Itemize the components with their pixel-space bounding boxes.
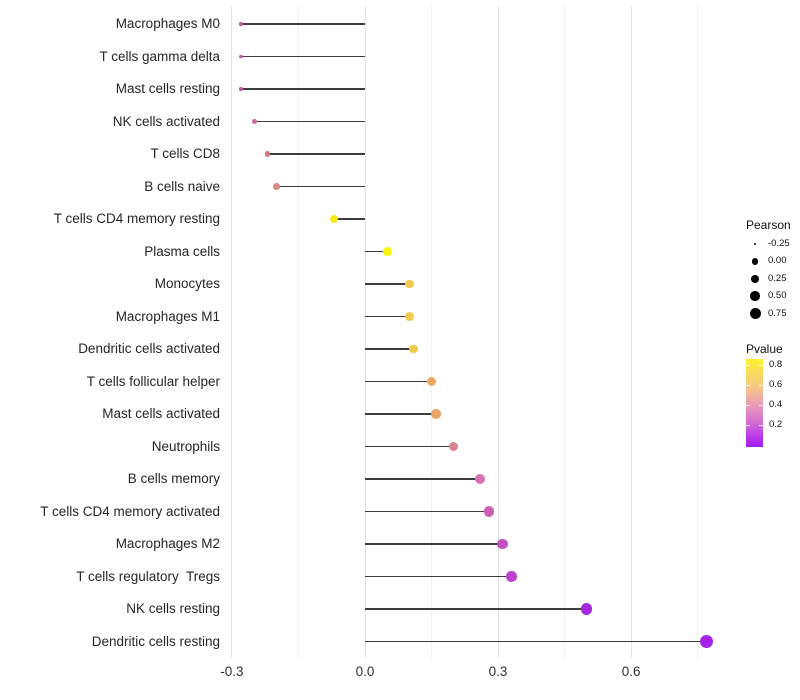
colorbar-tick bbox=[759, 405, 763, 406]
size-legend-dot bbox=[749, 308, 761, 320]
lollipop-stem bbox=[365, 640, 707, 643]
major-gridline bbox=[364, 6, 366, 658]
colorbar-tick-label: 0.2 bbox=[769, 419, 783, 430]
lollipop-stem bbox=[267, 153, 365, 155]
lollipop-stem bbox=[365, 510, 490, 513]
colorbar-tick-label: 0.6 bbox=[769, 379, 783, 390]
size-legend-label: 0.50 bbox=[768, 290, 787, 302]
y-axis-label: Dendritic cells resting bbox=[91, 633, 220, 649]
lollipop-stem bbox=[365, 478, 481, 480]
minor-gridline bbox=[297, 6, 299, 658]
lollipop-dot bbox=[475, 474, 486, 484]
lollipop-dot bbox=[431, 409, 441, 419]
y-axis-label: NK cells resting bbox=[126, 601, 220, 616]
lollipop-stem bbox=[365, 380, 432, 383]
major-gridline bbox=[497, 6, 499, 658]
lollipop-dot bbox=[273, 183, 280, 190]
lollipop-dot bbox=[239, 87, 243, 91]
lollipop-dot bbox=[409, 344, 419, 354]
size-legend-dot bbox=[750, 291, 760, 301]
lollipop-dot bbox=[448, 441, 459, 452]
lollipop-stem bbox=[254, 120, 365, 123]
x-tick-label: 0.0 bbox=[355, 664, 375, 679]
color-legend-title: Pvalue bbox=[746, 342, 783, 356]
pvalue-colorbar bbox=[746, 359, 763, 447]
lollipop-dot bbox=[506, 571, 517, 582]
major-gridline bbox=[630, 6, 632, 658]
colorbar-tick bbox=[746, 365, 750, 366]
lollipop-stem bbox=[276, 185, 365, 188]
minor-gridline bbox=[431, 6, 433, 658]
major-gridline bbox=[231, 6, 233, 658]
colorbar-tick-label: 0.8 bbox=[769, 359, 783, 370]
y-axis-label: Plasma cells bbox=[144, 243, 220, 259]
minor-gridline bbox=[697, 6, 699, 658]
lollipop-dot bbox=[251, 119, 257, 124]
lollipop-dot bbox=[404, 312, 414, 321]
size-legend-dot bbox=[753, 242, 757, 246]
lollipop-stem bbox=[365, 575, 512, 578]
lollipop-stem bbox=[240, 23, 365, 25]
x-tick-label: 0.6 bbox=[621, 664, 641, 679]
lollipop-dot bbox=[497, 538, 508, 550]
size-legend-label: 0.75 bbox=[768, 307, 787, 319]
y-axis-label: T cells regulatory Tregs bbox=[76, 568, 220, 584]
y-axis-label: B cells naive bbox=[144, 178, 220, 194]
y-axis-label: Mast cells resting bbox=[115, 81, 220, 96]
lollipop-dot bbox=[404, 279, 414, 289]
colorbar-tick bbox=[746, 405, 750, 406]
size-legend-dot bbox=[751, 258, 759, 265]
size-legend-label: -0.25 bbox=[768, 238, 790, 249]
size-legend-dot bbox=[750, 274, 760, 283]
y-axis-label: Macrophages M2 bbox=[115, 536, 220, 551]
size-legend-label: 0.00 bbox=[768, 255, 787, 267]
x-tick-label: -0.3 bbox=[220, 664, 244, 679]
colorbar-tick bbox=[759, 385, 763, 386]
y-axis-label: Neutrophils bbox=[151, 438, 220, 454]
lollipop-dot bbox=[264, 151, 271, 157]
colorbar-tick bbox=[746, 385, 750, 386]
lollipop-dot bbox=[382, 247, 392, 256]
colorbar-tick bbox=[759, 365, 763, 366]
size-legend-label: 0.25 bbox=[768, 272, 787, 284]
y-axis-label: T cells CD8 bbox=[150, 146, 220, 161]
y-axis-label: Macrophages M0 bbox=[115, 16, 220, 31]
lollipop-stem bbox=[365, 543, 503, 545]
lollipop-stem bbox=[365, 348, 414, 350]
lollipop-dot bbox=[329, 214, 339, 224]
lollipop-stem bbox=[365, 608, 587, 610]
lollipop-stem bbox=[240, 55, 365, 58]
lollipop-stem bbox=[365, 250, 388, 253]
lollipop-stem bbox=[365, 413, 436, 415]
y-axis-label: T cells gamma delta bbox=[99, 48, 220, 64]
y-axis-label: Dendritic cells activated bbox=[78, 341, 220, 356]
lollipop-stem bbox=[333, 218, 365, 220]
lollipop-stem bbox=[365, 315, 410, 318]
lollipop-dot bbox=[484, 506, 495, 517]
lollipop-stem bbox=[240, 88, 365, 90]
y-axis-label: Monocytes bbox=[154, 276, 220, 291]
colorbar-tick-label: 0.4 bbox=[769, 399, 783, 410]
lollipop-stem bbox=[365, 283, 410, 285]
lollipop-dot bbox=[239, 22, 243, 26]
lollipop-dot bbox=[239, 54, 243, 59]
lollipop-dot bbox=[581, 603, 593, 615]
y-axis-label: Macrophages M1 bbox=[115, 308, 220, 324]
y-axis-label: T cells follicular helper bbox=[86, 373, 220, 389]
colorbar-tick bbox=[746, 425, 750, 426]
y-axis-label: T cells CD4 memory resting bbox=[53, 211, 220, 226]
y-axis-label: NK cells activated bbox=[112, 113, 220, 129]
lollipop-dot bbox=[699, 635, 713, 648]
y-axis-label: Mast cells activated bbox=[102, 406, 220, 421]
x-tick-label: 0.3 bbox=[488, 664, 508, 679]
lollipop-dot bbox=[426, 376, 437, 387]
y-axis-label: B cells memory bbox=[127, 471, 220, 486]
lollipop-stem bbox=[365, 445, 454, 448]
minor-gridline bbox=[564, 6, 566, 658]
colorbar-tick bbox=[759, 425, 763, 426]
y-axis-label: T cells CD4 memory activated bbox=[40, 503, 220, 519]
size-legend-title: Pearson bbox=[746, 218, 791, 232]
